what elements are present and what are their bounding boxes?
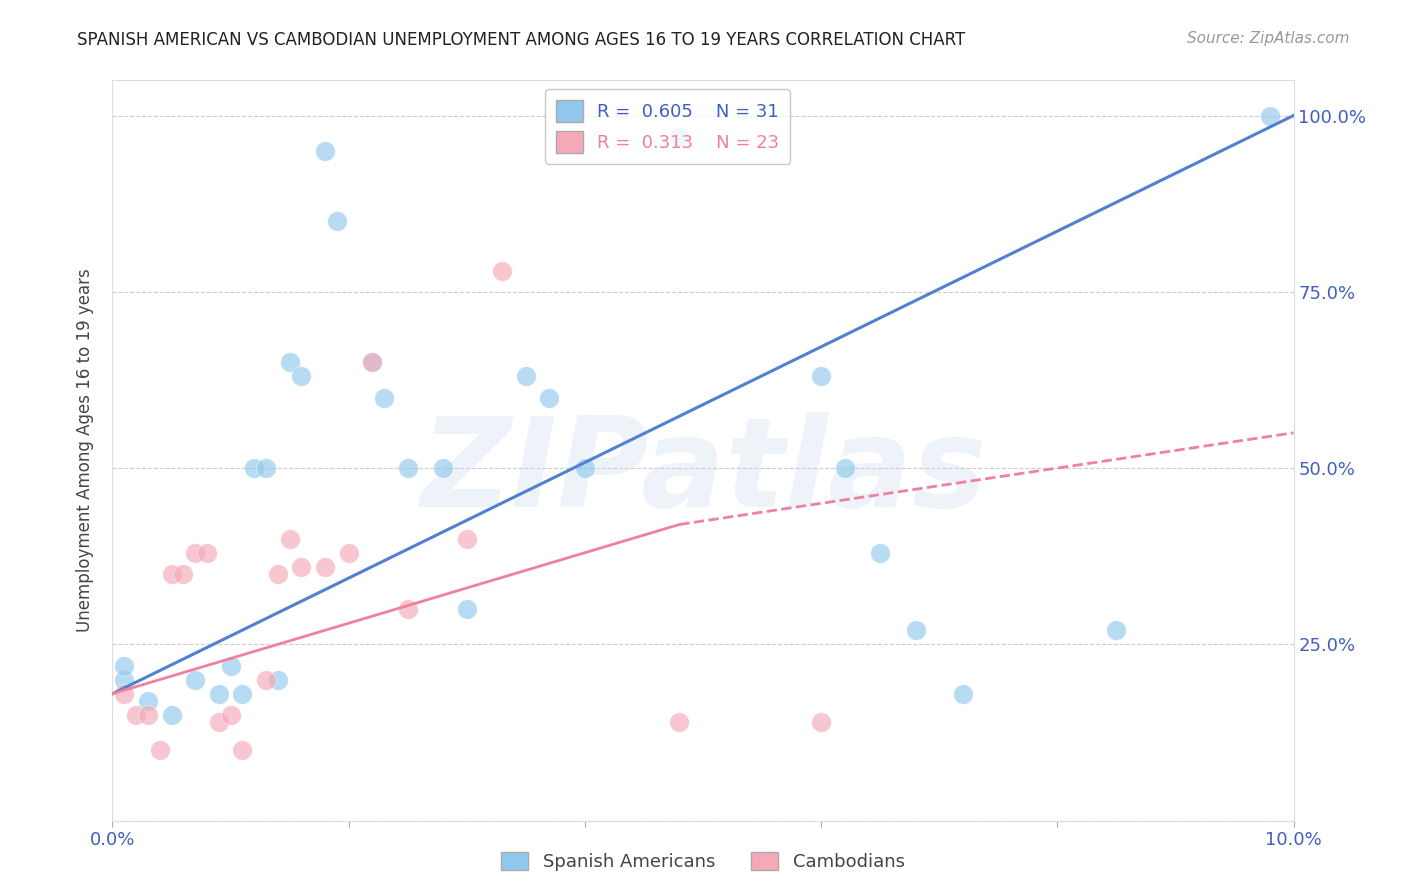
Point [538, 391, 561, 405]
Point [149, 743, 172, 757]
Point [231, 743, 253, 757]
Point [136, 694, 159, 708]
Point [314, 559, 336, 574]
Point [869, 546, 891, 560]
Text: Source: ZipAtlas.com: Source: ZipAtlas.com [1187, 31, 1350, 46]
Point [219, 707, 242, 722]
Point [491, 263, 513, 277]
Point [290, 559, 312, 574]
Point [219, 658, 242, 673]
Point [574, 461, 596, 475]
Point [456, 602, 478, 616]
Point [184, 673, 207, 687]
Point [515, 369, 537, 384]
Point [195, 546, 218, 560]
Text: ZIPatlas: ZIPatlas [420, 412, 986, 533]
Point [904, 624, 927, 638]
Point [834, 461, 856, 475]
Point [952, 687, 974, 701]
Legend: Spanish Americans, Cambodians: Spanish Americans, Cambodians [494, 845, 912, 879]
Point [208, 687, 231, 701]
Point [172, 566, 194, 581]
Point [278, 532, 301, 546]
Point [136, 707, 159, 722]
Point [254, 673, 277, 687]
Point [160, 566, 183, 581]
Point [810, 714, 832, 729]
Point [1258, 109, 1281, 123]
Point [243, 461, 266, 475]
Point [112, 687, 135, 701]
Point [125, 707, 148, 722]
Point [361, 355, 384, 369]
Point [373, 391, 395, 405]
Point [184, 546, 207, 560]
Point [1105, 624, 1128, 638]
Point [267, 566, 290, 581]
Point [326, 214, 349, 228]
Text: SPANISH AMERICAN VS CAMBODIAN UNEMPLOYMENT AMONG AGES 16 TO 19 YEARS CORRELATION: SPANISH AMERICAN VS CAMBODIAN UNEMPLOYME… [77, 31, 966, 49]
Point [668, 129, 690, 144]
Point [396, 602, 419, 616]
Point [267, 673, 290, 687]
Point [456, 532, 478, 546]
Point [231, 687, 253, 701]
Point [254, 461, 277, 475]
Point [112, 658, 135, 673]
Y-axis label: Unemployment Among Ages 16 to 19 years: Unemployment Among Ages 16 to 19 years [76, 268, 94, 632]
Point [160, 707, 183, 722]
Point [278, 355, 301, 369]
Point [396, 461, 419, 475]
Point [208, 714, 231, 729]
Point [290, 369, 312, 384]
Point [668, 714, 690, 729]
Point [314, 144, 336, 158]
Point [112, 673, 135, 687]
Point [432, 461, 454, 475]
Point [361, 355, 384, 369]
Point [337, 546, 360, 560]
Point [810, 369, 832, 384]
Legend: R =  0.605    N = 31, R =  0.313    N = 23: R = 0.605 N = 31, R = 0.313 N = 23 [546, 89, 790, 164]
